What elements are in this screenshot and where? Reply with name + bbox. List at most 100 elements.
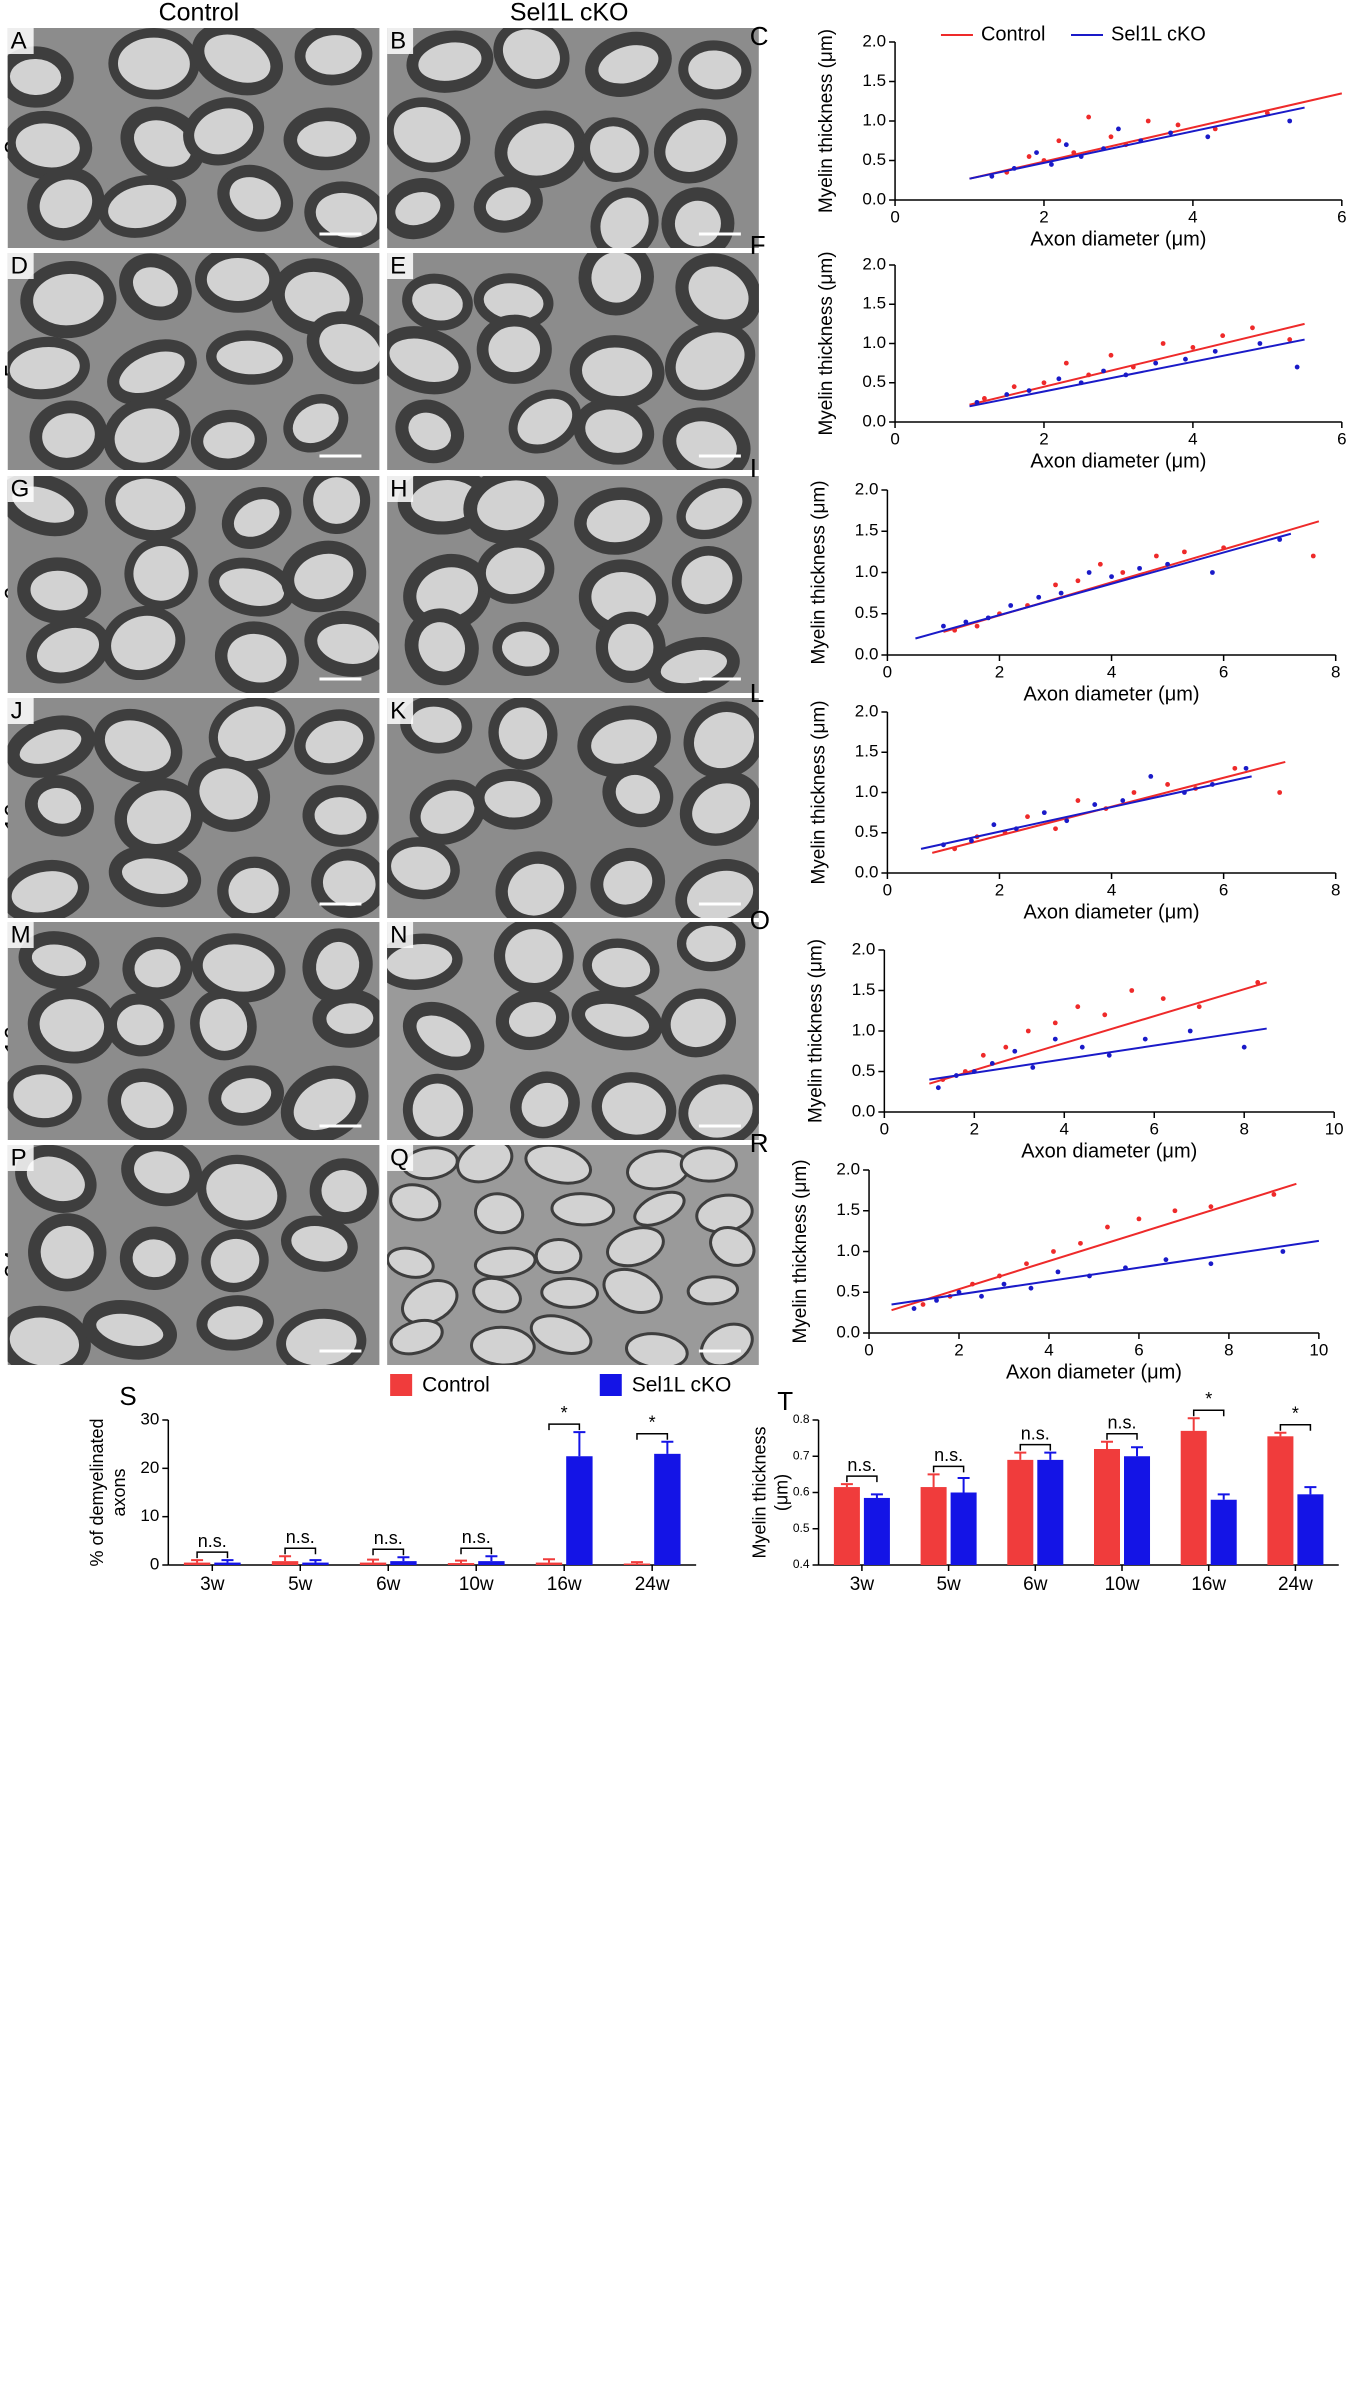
fit-line bbox=[969, 338, 1305, 408]
y-axis-label: Myelin thickness bbox=[749, 1426, 769, 1558]
x-tick-label: 4 bbox=[1107, 880, 1116, 899]
fit-line bbox=[891, 1239, 1320, 1306]
axon bbox=[119, 1226, 189, 1290]
bar bbox=[566, 1456, 593, 1565]
error-bar bbox=[191, 1559, 204, 1563]
data-point bbox=[1182, 549, 1187, 555]
x-tick-label: 3w bbox=[200, 1574, 225, 1595]
bar bbox=[359, 1562, 387, 1565]
axon bbox=[387, 326, 471, 395]
axon bbox=[590, 187, 659, 248]
micrograph bbox=[387, 1145, 759, 1365]
axon bbox=[103, 397, 191, 470]
axon bbox=[20, 261, 117, 339]
data-point bbox=[1036, 594, 1042, 600]
data-point bbox=[1190, 345, 1196, 350]
axon bbox=[18, 931, 100, 990]
x-tick-label: 6 bbox=[1337, 207, 1346, 226]
bar bbox=[447, 1563, 475, 1565]
axon bbox=[676, 922, 746, 972]
data-point bbox=[1137, 565, 1142, 571]
data-point bbox=[1108, 352, 1114, 358]
y-tick-label: 0.0 bbox=[862, 411, 886, 430]
data-point bbox=[1131, 790, 1137, 795]
significance-bracket bbox=[1019, 1443, 1052, 1451]
significance-bracket bbox=[548, 1423, 581, 1431]
y-tick-label: 1.5 bbox=[862, 71, 886, 90]
data-point bbox=[1120, 570, 1126, 575]
data-point bbox=[1108, 134, 1114, 140]
significance-bracket bbox=[284, 1547, 317, 1555]
axon bbox=[510, 1071, 580, 1139]
data-point bbox=[1101, 368, 1106, 374]
x-tick-label: 0 bbox=[864, 1340, 873, 1359]
axon bbox=[595, 611, 666, 684]
axon bbox=[387, 837, 460, 900]
axon bbox=[107, 1068, 187, 1140]
y-tick-label: 1.5 bbox=[855, 521, 879, 540]
micrograph bbox=[7, 922, 380, 1140]
x-tick-label: 0 bbox=[883, 880, 892, 899]
axon bbox=[495, 988, 570, 1051]
fit-line bbox=[920, 775, 1252, 850]
legend-label: Control bbox=[981, 23, 1045, 45]
axon bbox=[24, 775, 94, 837]
error-bar bbox=[1014, 1451, 1027, 1460]
data-point bbox=[1003, 1044, 1009, 1050]
data-point bbox=[1041, 810, 1047, 816]
data-point bbox=[1232, 765, 1238, 771]
significance-label: n.s. bbox=[1108, 1413, 1137, 1433]
panel-letter: F bbox=[750, 230, 766, 260]
axon bbox=[402, 1073, 474, 1140]
axon bbox=[590, 848, 666, 918]
axon bbox=[303, 476, 371, 535]
axon bbox=[280, 1215, 358, 1272]
error-bar bbox=[1044, 1451, 1057, 1460]
x-tick-label: 4 bbox=[1060, 1119, 1069, 1138]
data-point bbox=[1148, 774, 1154, 779]
axon bbox=[312, 989, 380, 1048]
data-point bbox=[989, 1061, 995, 1066]
axon bbox=[472, 768, 553, 830]
error-bar bbox=[957, 1477, 970, 1493]
axon bbox=[206, 330, 294, 385]
bar bbox=[478, 1561, 505, 1565]
y-tick-label: 0.4 bbox=[793, 1557, 810, 1571]
axon bbox=[401, 1279, 459, 1326]
y-tick-label: 0.5 bbox=[793, 1521, 810, 1535]
x-tick-label: 4 bbox=[1044, 1340, 1053, 1359]
x-tick-label: 10 bbox=[1325, 1119, 1344, 1138]
bar bbox=[1093, 1449, 1121, 1565]
data-point bbox=[1160, 341, 1166, 346]
bar bbox=[214, 1562, 241, 1565]
x-tick-label: 8 bbox=[1331, 662, 1340, 681]
axon bbox=[119, 253, 192, 321]
axon bbox=[17, 557, 102, 624]
y-tick-label: 0.0 bbox=[855, 862, 879, 881]
y-tick-label: 1.0 bbox=[862, 333, 886, 352]
axon bbox=[304, 181, 380, 248]
axon bbox=[214, 621, 299, 693]
axon bbox=[624, 1332, 689, 1365]
axon bbox=[124, 537, 198, 610]
y-tick-label: 0.0 bbox=[836, 1322, 860, 1341]
data-point bbox=[1250, 325, 1255, 331]
data-point bbox=[1196, 1004, 1202, 1010]
axon bbox=[311, 848, 380, 918]
panel-letter-bg bbox=[387, 922, 414, 948]
data-point bbox=[1208, 1261, 1214, 1267]
y-tick-label: 0.0 bbox=[852, 1101, 876, 1120]
data-point bbox=[1049, 162, 1054, 167]
axon bbox=[473, 175, 543, 233]
bar bbox=[1007, 1459, 1034, 1565]
data-point bbox=[1109, 574, 1114, 580]
y-tick-label: 0.5 bbox=[855, 822, 879, 841]
data-point bbox=[1026, 388, 1032, 393]
axon bbox=[550, 1192, 616, 1227]
bar bbox=[623, 1563, 651, 1565]
axon bbox=[7, 859, 90, 918]
micrograph bbox=[387, 698, 759, 918]
axon bbox=[494, 110, 588, 189]
data-point bbox=[1052, 1036, 1058, 1042]
significance-label: * bbox=[1292, 1403, 1299, 1423]
